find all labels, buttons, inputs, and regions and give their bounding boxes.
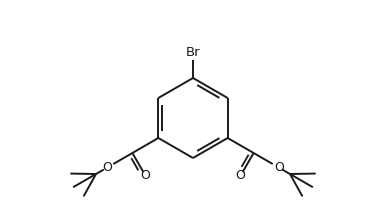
Text: O: O <box>274 161 284 174</box>
Text: O: O <box>141 169 150 182</box>
Text: Br: Br <box>186 46 200 59</box>
Text: O: O <box>236 169 245 182</box>
Text: O: O <box>102 161 112 174</box>
